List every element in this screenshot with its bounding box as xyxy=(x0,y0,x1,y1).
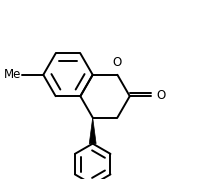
Text: O: O xyxy=(113,56,122,69)
Polygon shape xyxy=(89,118,96,144)
Text: Me: Me xyxy=(4,68,21,81)
Text: O: O xyxy=(156,89,165,102)
